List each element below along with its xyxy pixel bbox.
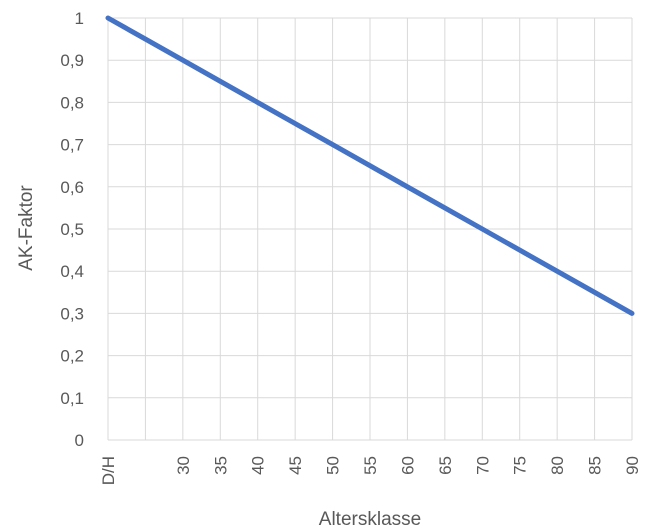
x-tick-label: 85 (586, 456, 605, 475)
y-tick-label: 0,6 (60, 178, 84, 197)
x-tick-label: 35 (211, 456, 230, 475)
x-tick-label: 45 (286, 456, 305, 475)
y-axis-title: AK-Faktor (16, 185, 37, 271)
x-tick-label: 60 (398, 456, 417, 475)
y-tick-labels: 0 0,1 0,2 0,3 0,4 0,5 0,6 0,7 0,8 0,9 1 (60, 9, 84, 450)
y-tick-label: 0,8 (60, 93, 84, 112)
grid-lines (107, 17, 633, 441)
series-layer (105, 15, 635, 316)
y-tick-label: 0,4 (60, 262, 84, 281)
x-axis-title: Altersklasse (319, 509, 421, 530)
y-tick-label: 1 (75, 9, 84, 28)
x-tick-label: 65 (436, 456, 455, 475)
x-tick-label: 40 (249, 456, 268, 475)
x-tick-label: 50 (324, 456, 343, 475)
x-tick-label: 90 (623, 456, 642, 475)
x-tick-label: 30 (174, 456, 193, 475)
y-tick-label: 0,9 (60, 51, 84, 70)
y-tick-label: 0,2 (60, 347, 84, 366)
x-tick-label: 75 (511, 456, 530, 475)
x-tick-label: 80 (548, 456, 567, 475)
series-line (105, 15, 635, 316)
y-tick-label: 0,1 (60, 389, 84, 408)
x-tick-labels: D/H 30 35 40 45 50 55 60 65 70 75 80 85 90 (99, 456, 642, 485)
y-tick-label: 0,7 (60, 136, 84, 155)
y-tick-label: 0,3 (60, 304, 84, 323)
y-tick-label: 0 (75, 431, 84, 450)
x-tick-label: D/H (99, 456, 118, 485)
x-tick-label: 55 (361, 456, 380, 475)
y-tick-label: 0,5 (60, 220, 84, 239)
x-tick-label: 70 (473, 456, 492, 475)
